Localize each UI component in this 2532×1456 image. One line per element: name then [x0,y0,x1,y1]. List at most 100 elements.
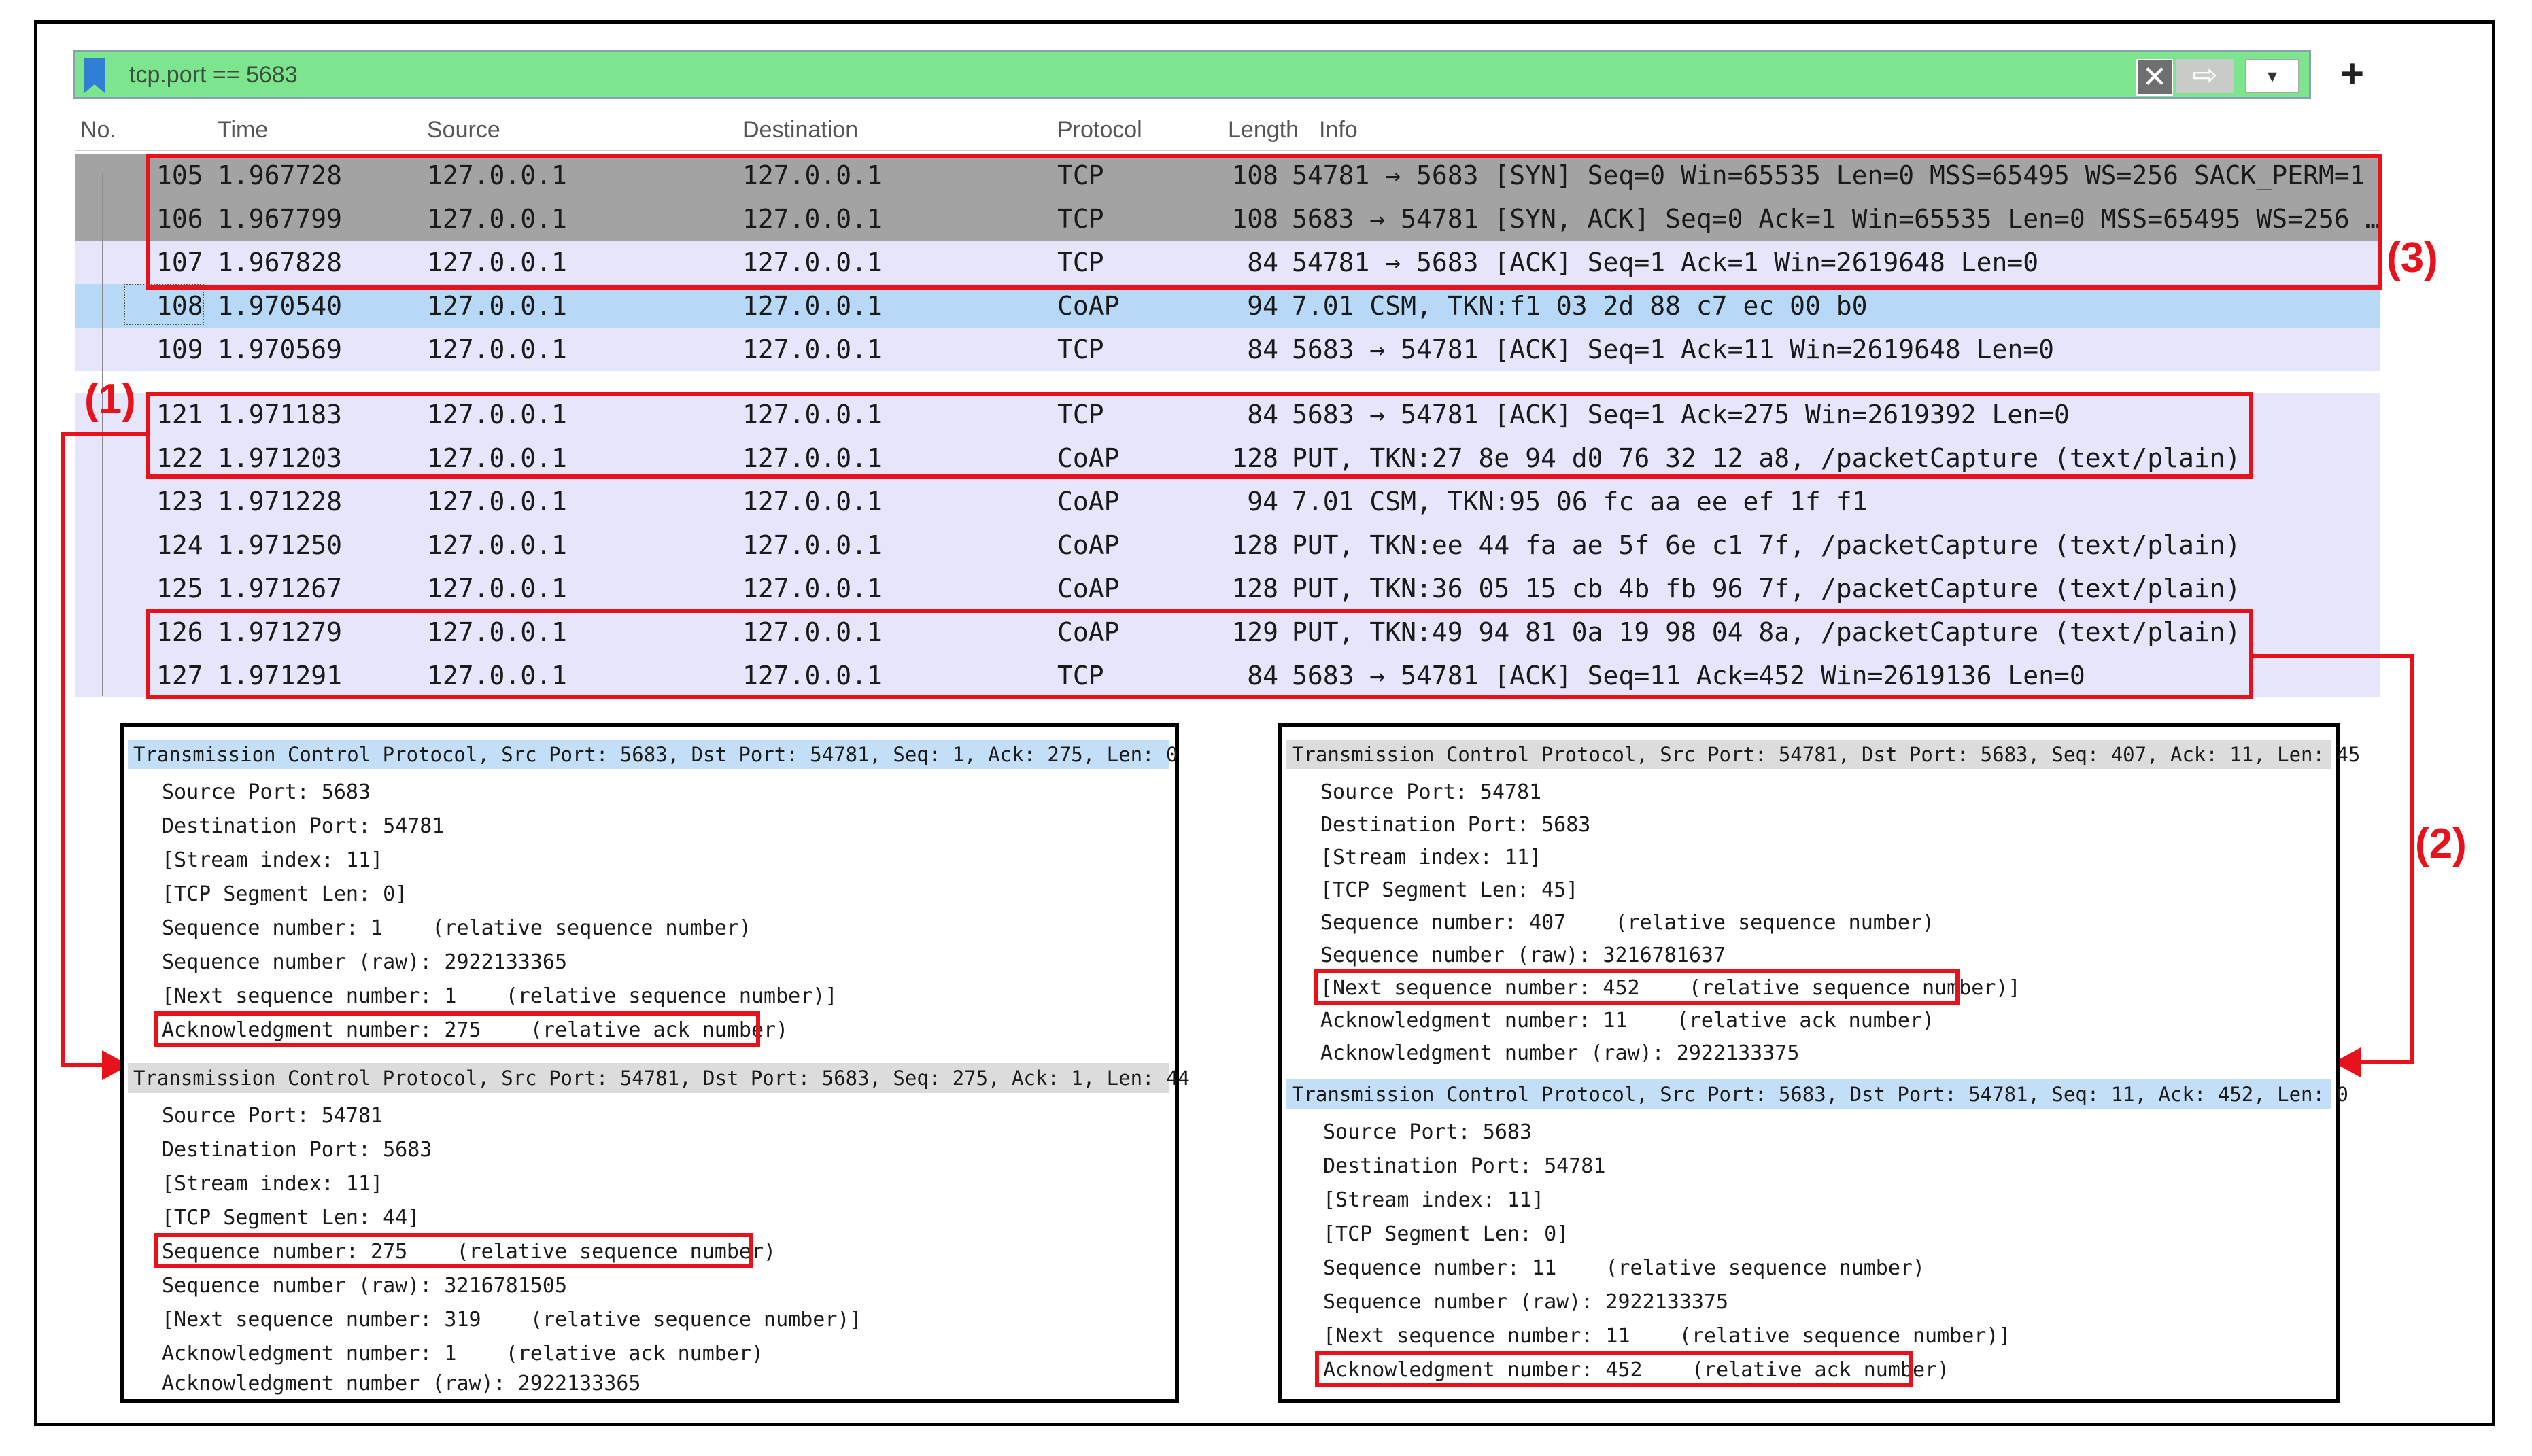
packet-row[interactable]: 127 1.971291 127.0.0.1 127.0.0.1 TCP 84 … [75,654,2380,697]
detail-line[interactable]: [Next sequence number: 319 (relative seq… [162,1308,862,1332]
packet-protocol: TCP [1057,160,1104,190]
detail-line[interactable]: [Next sequence number: 1 (relative seque… [162,984,838,1008]
detail-line[interactable]: Sequence number (raw): 2922133365 [162,950,568,974]
packet-no: 121 [156,400,203,430]
detail-line[interactable]: Source Port: 5683 [1323,1120,1533,1144]
packet-source: 127.0.0.1 [427,160,567,190]
detail-line[interactable]: Source Port: 5683 [162,780,371,804]
packet-row[interactable]: 125 1.971267 127.0.0.1 127.0.0.1 CoAP 12… [75,567,2380,610]
packet-no: 122 [156,443,203,473]
tcp-header-summary[interactable]: Transmission Control Protocol, Src Port:… [1286,740,2360,769]
add-filter-button[interactable]: + [2340,51,2365,97]
packet-row-selected[interactable]: 108 1.970540 127.0.0.1 127.0.0.1 CoAP 94… [75,284,2380,328]
connector-2-top [2251,654,2414,658]
column-header-no[interactable]: No. [80,117,116,143]
detail-line[interactable]: Acknowledgment number: 452 (relative ack… [1323,1358,1950,1382]
packet-protocol: CoAP [1057,530,1120,560]
packet-destination: 127.0.0.1 [742,247,883,277]
annotation-label-3: (3) [2386,235,2438,281]
packet-info: 54781 → 5683 [SYN] Seq=0 Win=65535 Len=0… [1292,160,2365,190]
detail-line[interactable]: [Stream index: 11] [162,1172,383,1196]
packet-length: 108 [1231,204,1278,234]
packet-row[interactable]: 106 1.967799 127.0.0.1 127.0.0.1 TCP 108… [75,197,2380,241]
packet-info: 54781 → 5683 [ACK] Seq=1 Ack=1 Win=26196… [1292,247,2039,277]
detail-line[interactable]: Acknowledgment number: 1 (relative ack n… [162,1342,764,1366]
tcp-header-summary[interactable]: Transmission Control Protocol, Src Port:… [128,740,1178,769]
detail-line[interactable]: Acknowledgment number (raw): 2922133365 [162,1372,641,1396]
highlight-ack-275 [154,1011,760,1047]
detail-line[interactable]: [TCP Segment Len: 0] [162,882,408,906]
packet-details-left: Transmission Control Protocol, Src Port:… [120,723,1190,1403]
packet-protocol: TCP [1057,334,1104,364]
detail-line[interactable]: Destination Port: 54781 [1323,1154,1606,1178]
packet-info: PUT, TKN:ee 44 fa ae 5f 6e c1 7f, /packe… [1292,530,2241,560]
detail-line[interactable]: Sequence number: 1 (relative sequence nu… [162,916,751,940]
packet-row[interactable]: 105 1.967728 127.0.0.1 127.0.0.1 TCP 108… [75,154,2380,197]
packet-source: 127.0.0.1 [427,487,567,517]
detail-line[interactable]: [Stream index: 11] [1320,846,1542,869]
display-filter-bar[interactable]: tcp.port == 5683 ✕ ⇨ ▾ [73,50,2311,99]
packet-time: 1.971267 [218,574,343,604]
packet-time: 1.967728 [218,160,343,190]
packet-row[interactable]: 122 1.971203 127.0.0.1 127.0.0.1 CoAP 12… [75,436,2380,480]
detail-line[interactable]: Sequence number: 11 (relative sequence n… [1323,1256,1926,1280]
detail-line[interactable]: [Stream index: 11] [1323,1188,1545,1212]
column-header-protocol[interactable]: Protocol [1057,117,1142,143]
detail-line[interactable]: Sequence number (raw): 3216781637 [1320,943,1726,967]
packet-protocol: CoAP [1057,617,1120,647]
detail-line[interactable]: Source Port: 54781 [1320,780,1542,804]
apply-filter-button[interactable]: ⇨ [2176,59,2234,93]
packet-source: 127.0.0.1 [427,400,567,430]
packet-row[interactable]: 109 1.970569 127.0.0.1 127.0.0.1 TCP 84 … [75,328,2380,371]
tcp-header-summary[interactable]: Transmission Control Protocol, Src Port:… [128,1063,1190,1093]
detail-line[interactable]: Source Port: 54781 [162,1104,383,1128]
detail-line[interactable]: Destination Port: 5683 [1320,813,1591,837]
detail-line[interactable]: Destination Port: 5683 [162,1138,432,1162]
packet-source: 127.0.0.1 [427,204,567,234]
packet-info: 7.01 CSM, TKN:f1 03 2d 88 c7 ec 00 b0 [1292,291,1868,321]
connector-1-vertical [61,432,65,1067]
figure-frame [34,20,2495,1426]
detail-line[interactable]: [Stream index: 11] [162,848,383,872]
tcp-header-summary[interactable]: Transmission Control Protocol, Src Port:… [1286,1079,2348,1109]
column-header-time[interactable]: Time [218,117,269,143]
packet-row[interactable]: 107 1.967828 127.0.0.1 127.0.0.1 TCP 84 … [75,241,2380,284]
clear-filter-button[interactable]: ✕ [2136,59,2173,96]
detail-line[interactable]: Acknowledgment number: 11 (relative ack … [1320,1009,1935,1033]
detail-line[interactable]: Destination Port: 54781 [162,814,445,838]
packet-row[interactable]: 126 1.971279 127.0.0.1 127.0.0.1 CoAP 12… [75,610,2380,654]
detail-line[interactable]: [Next sequence number: 452 (relative seq… [1320,976,2021,1000]
detail-line[interactable]: Sequence number (raw): 3216781505 [162,1274,568,1298]
detail-line[interactable]: [Next sequence number: 11 (relative sequ… [1323,1324,2011,1348]
bookmark-icon[interactable] [84,58,105,93]
column-header-destination[interactable]: Destination [742,117,859,143]
packet-protocol: CoAP [1057,291,1120,321]
column-header-source[interactable]: Source [427,117,500,143]
packet-protocol: CoAP [1057,574,1120,604]
detail-line[interactable]: Acknowledgment number (raw): 2922133375 [1320,1041,1800,1065]
packet-length: 128 [1231,574,1278,604]
annotation-label-2: (2) [2415,820,2467,867]
packet-time: 1.970540 [218,291,343,321]
packet-row[interactable]: 124 1.971250 127.0.0.1 127.0.0.1 CoAP 12… [75,523,2380,567]
filter-input[interactable]: tcp.port == 5683 [129,62,298,88]
detail-line[interactable]: Sequence number (raw): 2922133375 [1323,1290,1729,1314]
packet-row[interactable]: 123 1.971228 127.0.0.1 127.0.0.1 CoAP 94… [75,480,2380,523]
column-header-length[interactable]: Length [1228,117,1299,143]
packet-length: 108 [1231,160,1278,190]
highlight-next-seq-452 [1314,969,1960,1005]
detail-line[interactable]: [TCP Segment Len: 45] [1320,878,1579,902]
highlight-ack-452 [1315,1351,1913,1387]
header-divider [75,150,2380,151]
detail-line[interactable]: Sequence number: 275 (relative sequence … [162,1240,776,1264]
packet-source: 127.0.0.1 [427,334,567,364]
filter-history-dropdown[interactable]: ▾ [2245,59,2299,93]
detail-line[interactable]: [TCP Segment Len: 0] [1323,1222,1569,1246]
column-header-info[interactable]: Info [1319,117,1358,143]
detail-line[interactable]: Sequence number: 407 (relative sequence … [1320,911,1935,935]
packet-row[interactable]: 121 1.971183 127.0.0.1 127.0.0.1 TCP 84 … [75,393,2380,436]
packet-length: 128 [1231,530,1278,560]
detail-line[interactable]: [TCP Segment Len: 44] [162,1206,420,1230]
connector-1-bottom [61,1063,109,1067]
detail-line[interactable]: Acknowledgment number: 275 (relative ack… [162,1018,789,1042]
